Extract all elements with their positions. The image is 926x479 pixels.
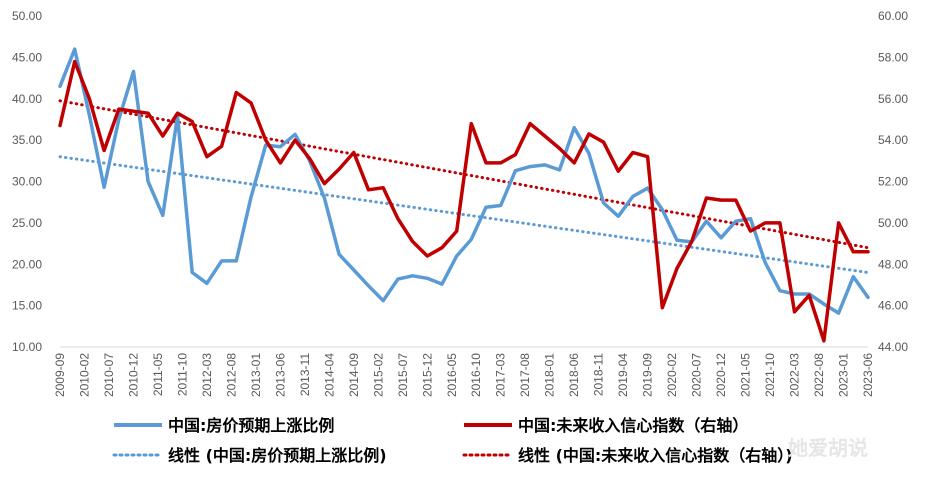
left-tick-label: 20.00 bbox=[12, 257, 42, 271]
left-tick-label: 45.00 bbox=[12, 50, 42, 64]
x-tick-label: 2014-09 bbox=[347, 353, 361, 397]
x-tick-label: 2014-04 bbox=[322, 353, 336, 397]
x-tick-label: 2010-02 bbox=[77, 353, 91, 397]
line-right-series bbox=[58, 59, 870, 343]
x-tick-label: 2018-06 bbox=[567, 353, 581, 397]
x-tick-label: 2023-01 bbox=[837, 353, 851, 397]
legend-label-house-price: 中国:房价预期上涨比例 bbox=[168, 416, 334, 435]
x-tick-label: 2017-03 bbox=[494, 353, 508, 397]
right-tick-label: 44.00 bbox=[878, 340, 908, 354]
left-tick-label: 35.00 bbox=[12, 133, 42, 147]
x-tick-label: 2019-09 bbox=[641, 353, 655, 397]
x-tick-label: 2021-05 bbox=[739, 353, 753, 397]
left-tick-label: 30.00 bbox=[12, 175, 42, 189]
line-left-series bbox=[58, 47, 870, 315]
right-axis: 44.00 46.00 48.00 50.00 52.00 54.00 56.00 58.00… bbox=[878, 9, 908, 354]
legend-label-income-confidence: 中国:未来收入信心指数（右轴） bbox=[518, 416, 748, 435]
legend-label-house-price-trend: 线性 (中国:房价预期上涨比例) bbox=[168, 446, 387, 465]
x-tick-label: 2016-10 bbox=[469, 353, 483, 397]
left-tick-label: 50.00 bbox=[12, 9, 42, 23]
x-tick-label: 2012-03 bbox=[200, 353, 214, 397]
x-tick-label: 2012-08 bbox=[224, 353, 238, 397]
left-axis: 10.00 15.00 20.00 25.00 30.00 35.00 40.00 45.00… bbox=[12, 9, 42, 354]
right-tick-label: 52.00 bbox=[878, 175, 908, 189]
right-tick-label: 54.00 bbox=[878, 133, 908, 147]
watermark: 她爱胡说 bbox=[788, 436, 868, 460]
x-tick-label: 2017-08 bbox=[518, 353, 532, 397]
x-tick-label: 2015-02 bbox=[371, 353, 385, 397]
x-tick-label: 2013-06 bbox=[273, 353, 287, 397]
left-tick-label: 40.00 bbox=[12, 92, 42, 106]
x-tick-label: 2020-07 bbox=[690, 353, 704, 397]
right-tick-label: 58.00 bbox=[878, 50, 908, 64]
left-tick-label: 10.00 bbox=[12, 340, 42, 354]
legend: 中国:房价预期上涨比例 中国:未来收入信心指数（右轴） 线性 (中国:房价预期上… bbox=[112, 416, 793, 465]
left-tick-label: 15.00 bbox=[12, 299, 42, 313]
x-tick-label: 2018-11 bbox=[592, 353, 606, 396]
x-tick-label: 2009-09 bbox=[53, 353, 67, 397]
right-tick-label: 60.00 bbox=[878, 9, 908, 23]
x-tick-label: 2015-07 bbox=[396, 353, 410, 397]
x-tick-label: 2019-04 bbox=[616, 353, 630, 397]
right-tick-label: 46.00 bbox=[878, 299, 908, 313]
left-tick-label: 25.00 bbox=[12, 216, 42, 230]
series-layer bbox=[58, 47, 870, 343]
x-tick-label: 2021-10 bbox=[763, 353, 777, 397]
x-tick-label: 2015-12 bbox=[420, 353, 434, 397]
x-tick-label: 2022-03 bbox=[788, 353, 802, 397]
x-tick-label: 2016-05 bbox=[445, 353, 459, 397]
x-tick-label: 2011-05 bbox=[151, 353, 165, 396]
right-tick-label: 48.00 bbox=[878, 257, 908, 271]
x-tick-label: 2020-12 bbox=[714, 353, 728, 397]
x-tick-label: 2020-02 bbox=[665, 353, 679, 397]
x-axis: 2009-09 2010-02 2010-07 2010-12 2011-05 2011-… bbox=[53, 353, 875, 397]
x-tick-label: 2010-12 bbox=[126, 353, 140, 397]
x-tick-label: 2018-01 bbox=[543, 353, 557, 397]
x-tick-label: 2022-08 bbox=[812, 353, 826, 397]
x-tick-label: 2013-11 bbox=[298, 353, 312, 396]
right-tick-label: 50.00 bbox=[878, 216, 908, 230]
right-tick-label: 56.00 bbox=[878, 92, 908, 106]
x-tick-label: 2013-01 bbox=[249, 353, 263, 397]
x-tick-label: 2010-07 bbox=[102, 353, 116, 397]
x-tick-label: 2023-06 bbox=[861, 353, 875, 397]
legend-label-income-confidence-trend: 线性 (中国:未来收入信心指数（右轴）) bbox=[518, 446, 793, 465]
trendline-left-series bbox=[58, 155, 870, 274]
x-tick-label: 2011-10 bbox=[175, 353, 189, 396]
